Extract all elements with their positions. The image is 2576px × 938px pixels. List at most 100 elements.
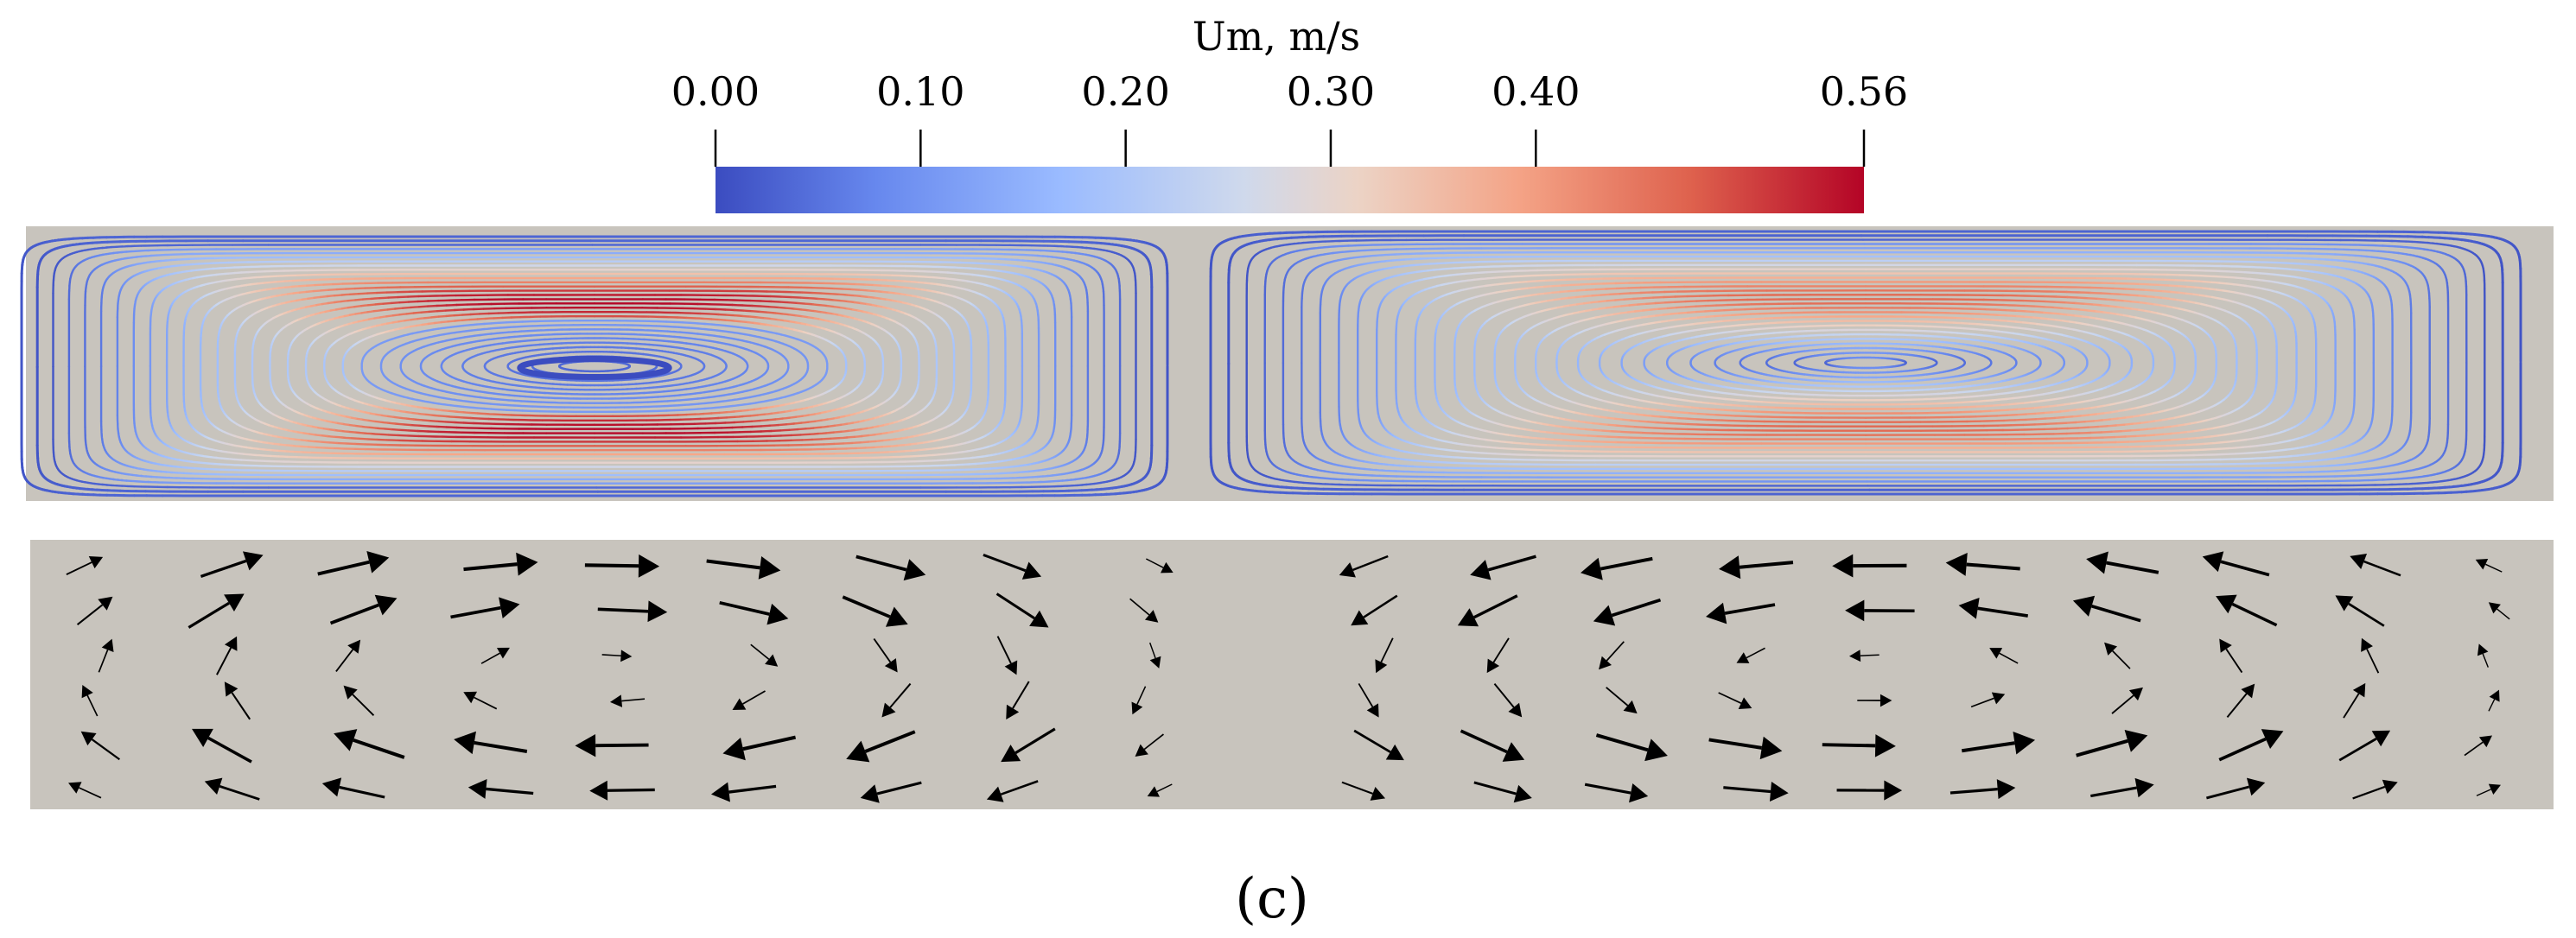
streamline-segment bbox=[453, 314, 464, 317]
streamline-segment bbox=[327, 428, 336, 432]
streamline-segment bbox=[689, 408, 699, 411]
streamline-segment bbox=[805, 302, 815, 306]
colorbar-tick-label: 0.10 bbox=[876, 68, 964, 115]
streamline-segment bbox=[257, 282, 265, 285]
streamline-segment bbox=[372, 309, 382, 313]
streamline-segment bbox=[931, 459, 942, 462]
streamline-segment bbox=[277, 449, 286, 453]
streamline-segment bbox=[391, 415, 401, 419]
colorbar-gradient bbox=[716, 167, 1864, 213]
streamline-segment bbox=[270, 275, 280, 278]
streamline-segment bbox=[226, 271, 236, 275]
streamline-segment bbox=[703, 402, 713, 405]
streamline-segment bbox=[924, 447, 932, 451]
streamline-segment bbox=[731, 404, 740, 408]
streamline-segment bbox=[769, 295, 783, 298]
streamline-segment bbox=[366, 303, 377, 307]
streamline-segment bbox=[449, 325, 458, 328]
streamline-segment bbox=[476, 402, 486, 405]
streamline-segment bbox=[347, 423, 356, 427]
streamline-segment bbox=[799, 296, 811, 300]
streamline-segment bbox=[453, 421, 465, 424]
streamline-segment bbox=[354, 431, 365, 434]
streamline-segment bbox=[917, 454, 927, 458]
streamline-segment bbox=[242, 453, 251, 456]
streamline-segment bbox=[689, 321, 699, 325]
streamline-segment bbox=[725, 319, 735, 322]
streamline-segment bbox=[428, 310, 439, 314]
streamline-segment bbox=[378, 296, 390, 300]
streamline-segment bbox=[191, 466, 200, 470]
streamline-segment bbox=[895, 285, 906, 288]
streamline-segment bbox=[832, 442, 845, 446]
streamline-segment bbox=[932, 276, 941, 279]
streamline-segment bbox=[864, 446, 875, 449]
streamline-segment bbox=[495, 326, 506, 329]
streamline-segment bbox=[300, 451, 312, 454]
streamline-segment bbox=[734, 314, 744, 318]
streamline-segment bbox=[909, 454, 920, 458]
streamline-segment bbox=[853, 301, 862, 305]
streamline-segment bbox=[391, 314, 401, 317]
streamline-segment bbox=[340, 436, 352, 440]
streamline-segment bbox=[845, 294, 856, 297]
streamline-segment bbox=[861, 295, 870, 299]
streamline-segment bbox=[867, 440, 877, 443]
streamline-segment bbox=[283, 279, 295, 282]
streamline-segment bbox=[685, 316, 696, 320]
streamline-segment bbox=[423, 316, 433, 320]
streamline-segment bbox=[953, 463, 964, 466]
streamline-segment bbox=[333, 435, 344, 439]
streamline-segment bbox=[333, 300, 342, 304]
streamline-segment bbox=[430, 414, 440, 417]
streamline-segment bbox=[332, 447, 344, 450]
streamline-segment bbox=[717, 405, 727, 409]
streamline-segment bbox=[710, 323, 721, 326]
left-vortex-streamlines bbox=[20, 235, 1169, 498]
streamline-segment bbox=[759, 310, 769, 314]
streamline-segment bbox=[672, 399, 682, 402]
streamline-segment bbox=[895, 444, 906, 447]
streamline-segment bbox=[379, 315, 388, 319]
streamline-segment bbox=[430, 315, 440, 319]
streamline-segment bbox=[420, 419, 430, 422]
streamline-segment bbox=[769, 434, 783, 438]
streamline-segment bbox=[677, 326, 687, 329]
streamline-segment bbox=[714, 421, 727, 425]
streamline-segment bbox=[779, 301, 791, 304]
streamline-segment bbox=[887, 279, 898, 282]
streamline-segment bbox=[283, 444, 294, 447]
streamline-segment bbox=[887, 291, 897, 295]
streamline-segment bbox=[344, 442, 357, 446]
streamline-segment bbox=[932, 453, 941, 457]
streamline-segment bbox=[292, 438, 302, 441]
streamline-segment bbox=[255, 453, 264, 457]
streamline-segment bbox=[697, 402, 707, 405]
streamline-segment bbox=[968, 462, 977, 466]
streamline-segment bbox=[513, 330, 523, 333]
streamline-segment bbox=[326, 295, 336, 298]
streamline-segment bbox=[774, 417, 784, 421]
streamline-segment bbox=[734, 415, 744, 418]
streamline-segment bbox=[305, 283, 316, 287]
streamline-segment bbox=[690, 402, 700, 406]
streamline-segment bbox=[366, 438, 378, 441]
streamline-segment bbox=[790, 434, 802, 437]
streamline-segment bbox=[360, 311, 369, 314]
streamline-segment bbox=[820, 418, 829, 421]
streamline-segment bbox=[361, 432, 372, 435]
streamline-segment bbox=[867, 289, 877, 293]
streamline-segment bbox=[800, 421, 810, 424]
streamline-segment bbox=[354, 298, 365, 301]
streamline-segment bbox=[663, 325, 673, 328]
streamline-segment bbox=[328, 288, 339, 291]
streamline-segment bbox=[359, 425, 370, 428]
streamline-segment bbox=[795, 314, 804, 318]
streamline-segment bbox=[864, 283, 875, 287]
streamline-segment bbox=[233, 458, 243, 461]
streamline-segment bbox=[320, 288, 330, 292]
streamline-segment bbox=[805, 427, 815, 430]
streamline-segment bbox=[444, 308, 456, 312]
streamline-segment bbox=[888, 444, 899, 447]
streamline-segment bbox=[749, 315, 759, 319]
